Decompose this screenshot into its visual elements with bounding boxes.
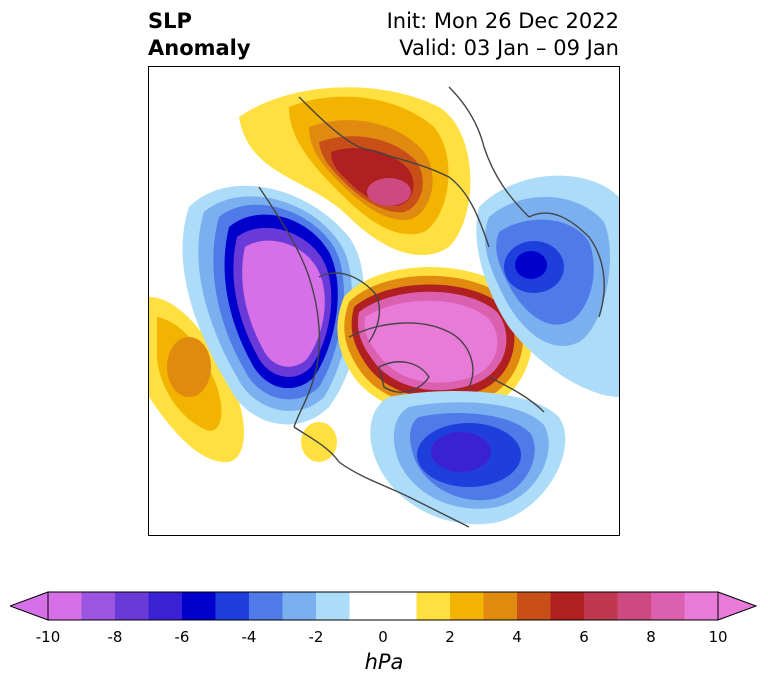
colorbar-tick-label: -6 <box>174 628 190 646</box>
colorbar-segment <box>584 592 618 620</box>
us-high <box>301 422 337 462</box>
colorbar-segment <box>182 592 216 620</box>
colorbar-tick-label: -10 <box>35 628 61 646</box>
colorbar-segment <box>316 592 350 620</box>
colorbar-segment <box>550 592 585 620</box>
colorbar-segment <box>349 592 384 620</box>
colorbar-units: hPa <box>364 650 404 674</box>
colorbar-segment <box>249 592 283 620</box>
colorbar-tick-label: -4 <box>241 628 257 646</box>
colorbar-segment <box>651 592 685 620</box>
colorbar-segment <box>383 592 417 620</box>
coastlines <box>258 86 605 528</box>
colorbar-tick-label: 8 <box>646 628 656 646</box>
colorbar-segment <box>81 592 116 620</box>
colorbar-segment <box>282 592 317 620</box>
colorbar-segment <box>416 592 451 620</box>
colorbar-tick-label: -8 <box>107 628 123 646</box>
colorbar-tick-label: 10 <box>708 628 728 646</box>
colorbar-segment <box>684 592 719 620</box>
colorbar-segment <box>115 592 149 620</box>
colorbar-segment <box>617 592 652 620</box>
colorbar-tick-label: 2 <box>445 628 455 646</box>
colorbar-segment <box>48 592 82 620</box>
colorbar-tick-label: 0 <box>378 628 388 646</box>
north-america-low <box>182 185 364 425</box>
colorbar-tick-label: 6 <box>579 628 589 646</box>
colorbar-tick-label: -2 <box>308 628 324 646</box>
date-info: Init: Mon 26 Dec 2022 Valid: 03 Jan – 09… <box>387 8 619 62</box>
anomaly-map <box>149 86 619 528</box>
atlantic-european-high <box>239 87 471 256</box>
title-line-2: Anomaly <box>148 36 251 60</box>
colorbar-segment <box>450 592 484 620</box>
pacific-high <box>149 297 244 463</box>
colorbar-segment <box>215 592 250 620</box>
init-date: Init: Mon 26 Dec 2022 <box>386 9 619 33</box>
map-title: SLP Anomaly <box>148 8 251 62</box>
colorbar-segment <box>148 592 183 620</box>
colorbar <box>10 591 758 621</box>
title-line-1: SLP <box>148 9 192 33</box>
colorbar-tick-label: 4 <box>512 628 522 646</box>
colorbar-segment <box>517 592 551 620</box>
atlantic-low <box>370 391 566 525</box>
colorbar-high-arrow <box>717 591 758 621</box>
colorbar-low-arrow <box>10 591 49 621</box>
colorbar-segment <box>483 592 518 620</box>
map-panel <box>148 66 620 536</box>
valid-range: Valid: 03 Jan – 09 Jan <box>399 36 619 60</box>
